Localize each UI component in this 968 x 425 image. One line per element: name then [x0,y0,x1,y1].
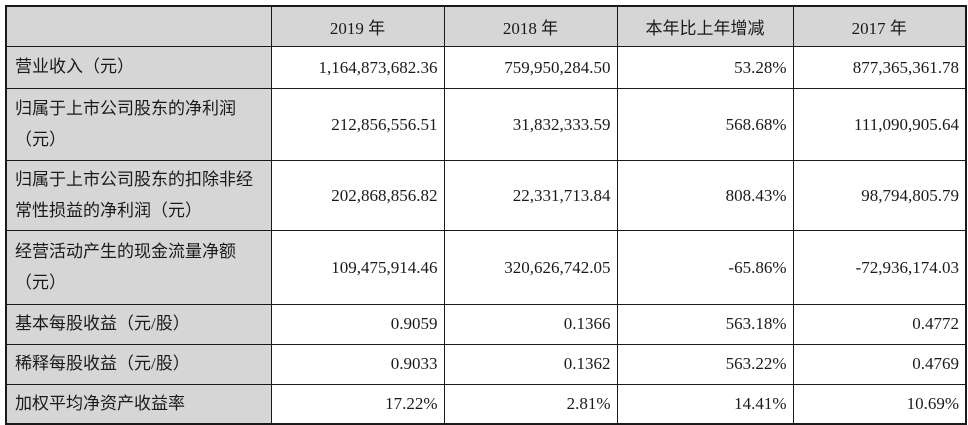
row-label-cell: 稀释每股收益（元/股） [5,343,272,385]
value-cell: 759,950,284.50 [443,46,618,89]
value-cell: 877,365,361.78 [792,46,967,89]
value-cell: 563.18% [616,304,794,345]
value-cell: 111,090,905.64 [792,88,967,161]
row-label-cell: 基本每股收益（元/股） [5,304,272,345]
table-row: 经营活动产生的现金流量净额（元） 109,475,914.46 320,626,… [5,230,967,306]
row-label-cell: 归属于上市公司股东的净利润（元） [5,88,272,161]
column-header-yoy-change: 本年比上年增减 [616,5,794,47]
table-row: 归属于上市公司股东的净利润（元） 212,856,556.51 31,832,3… [5,88,967,161]
value-cell: 31,832,333.59 [443,88,618,161]
value-cell: 320,626,742.05 [443,230,618,306]
value-cell: 14.41% [616,383,794,425]
column-header-2017: 2017 年 [792,5,967,47]
value-cell: 22,331,713.84 [443,159,618,232]
table-row: 基本每股收益（元/股） 0.9059 0.1366 563.18% 0.4772 [5,304,967,345]
financial-summary-table: 2019 年 2018 年 本年比上年增减 2017 年 营业收入（元） 1,1… [5,5,967,425]
value-cell: 202,868,856.82 [270,159,445,232]
table-row: 营业收入（元） 1,164,873,682.36 759,950,284.50 … [5,46,967,89]
value-cell: 568.68% [616,88,794,161]
value-cell: 0.9059 [270,304,445,345]
value-cell: 2.81% [443,383,618,425]
value-cell: -65.86% [616,230,794,306]
value-cell: 17.22% [270,383,445,425]
value-cell: 0.4772 [792,304,967,345]
value-cell: 0.1362 [443,343,618,385]
table-row: 归属于上市公司股东的扣除非经常性损益的净利润（元） 202,868,856.82… [5,159,967,232]
column-header-2018: 2018 年 [443,5,618,47]
value-cell: 1,164,873,682.36 [270,46,445,89]
row-label-cell: 经营活动产生的现金流量净额（元） [5,230,272,306]
table-row: 稀释每股收益（元/股） 0.9033 0.1362 563.22% 0.4769 [5,343,967,385]
value-cell: 53.28% [616,46,794,89]
value-cell: 0.4769 [792,343,967,385]
table-header: 2019 年 2018 年 本年比上年增减 2017 年 [5,5,967,47]
column-header-2019: 2019 年 [270,5,445,47]
value-cell: 0.1366 [443,304,618,345]
row-label-cell: 营业收入（元） [5,46,272,89]
corner-header-cell [5,5,272,47]
value-cell: 212,856,556.51 [270,88,445,161]
table-body: 营业收入（元） 1,164,873,682.36 759,950,284.50 … [5,46,967,425]
table-row: 加权平均净资产收益率 17.22% 2.81% 14.41% 10.69% [5,383,967,425]
value-cell: 98,794,805.79 [792,159,967,232]
header-row: 2019 年 2018 年 本年比上年增减 2017 年 [5,5,967,47]
row-label-cell: 加权平均净资产收益率 [5,383,272,425]
value-cell: 808.43% [616,159,794,232]
value-cell: 109,475,914.46 [270,230,445,306]
value-cell: 563.22% [616,343,794,385]
value-cell: -72,936,174.03 [792,230,967,306]
value-cell: 0.9033 [270,343,445,385]
value-cell: 10.69% [792,383,967,425]
row-label-cell: 归属于上市公司股东的扣除非经常性损益的净利润（元） [5,159,272,232]
